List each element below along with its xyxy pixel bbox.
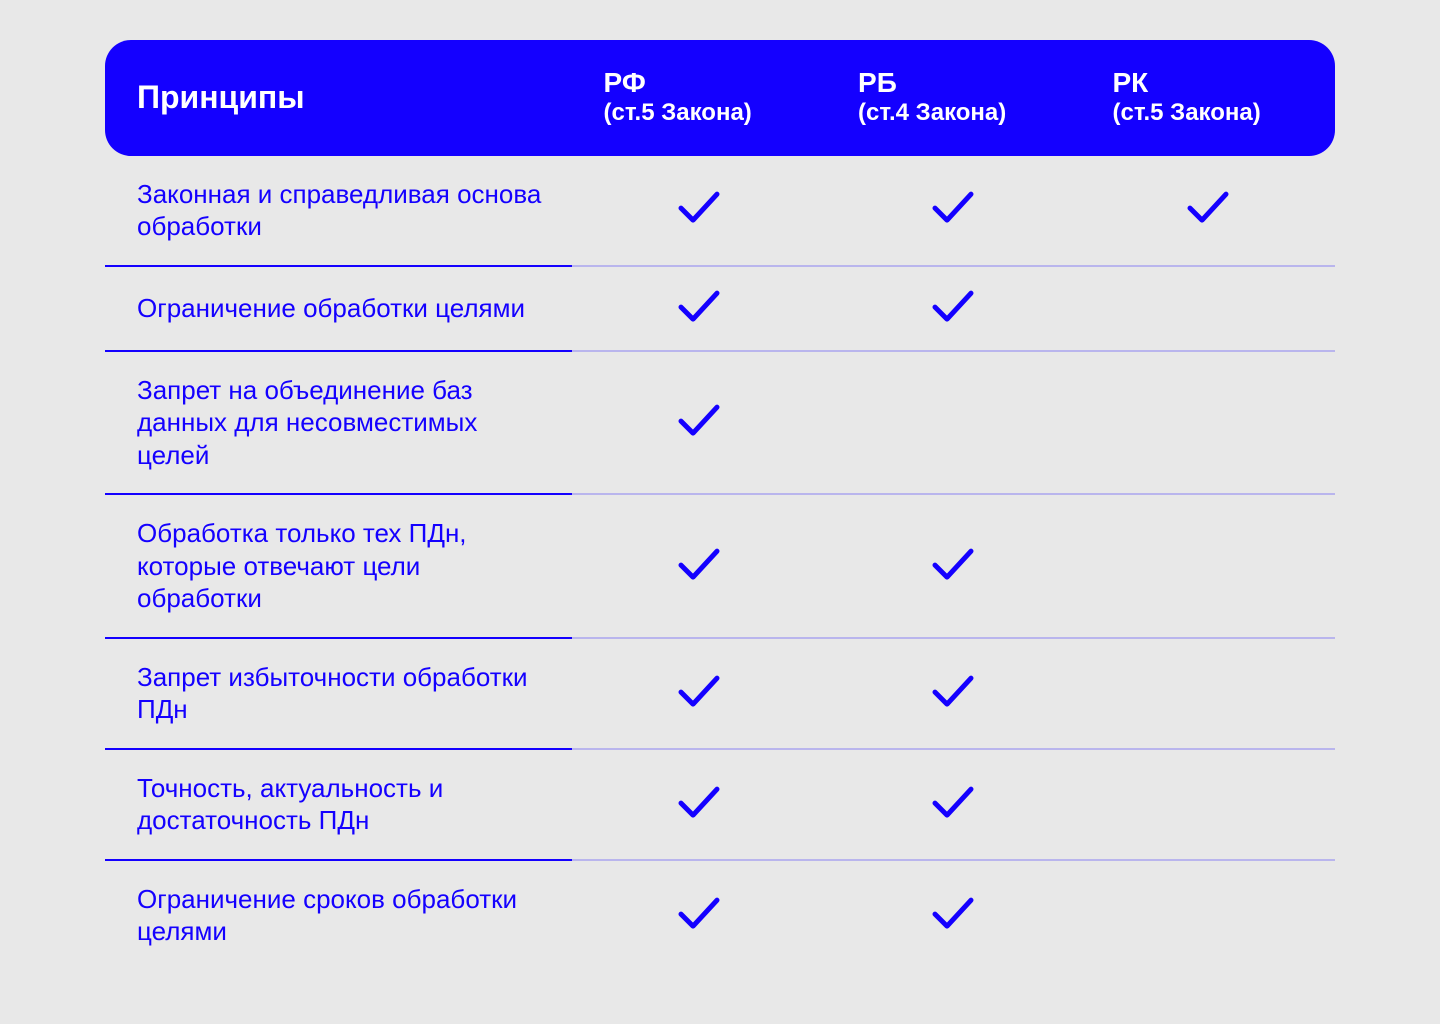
principle-label: Запрет избыточности обработки ПДн	[137, 661, 550, 726]
comparison-table: Принципы РФ (ст.5 Закона) РБ (ст.4 Закон…	[105, 40, 1335, 970]
comparison-table-container: Принципы РФ (ст.5 Закона) РБ (ст.4 Закон…	[105, 40, 1335, 970]
table-row: Точность, актуальность и достаточность П…	[105, 749, 1335, 860]
header-country-title: РФ	[604, 68, 804, 99]
check-cell	[572, 266, 826, 351]
header-country-sub: (ст.5 Закона)	[1112, 99, 1313, 128]
check-icon	[677, 896, 721, 930]
principle-cell: Запрет избыточности обработки ПДн	[105, 638, 572, 749]
check-cell	[826, 266, 1080, 351]
table-row: Ограничение сроков обработки целями	[105, 860, 1335, 970]
header-country-rf: РФ (ст.5 Закона)	[572, 40, 826, 156]
check-cell	[1080, 860, 1335, 970]
principle-label: Точность, актуальность и достаточность П…	[137, 772, 550, 837]
table-row: Законная и справедливая основа обработки	[105, 156, 1335, 266]
principle-label: Обработка только тех ПДн, которые отвеча…	[137, 517, 550, 615]
check-cell	[826, 638, 1080, 749]
check-cell	[826, 156, 1080, 266]
check-cell	[572, 156, 826, 266]
principle-label: Ограничение сроков обработки целями	[137, 883, 550, 948]
principle-cell: Ограничение обработки целями	[105, 266, 572, 351]
check-cell	[1080, 494, 1335, 638]
principle-label: Ограничение обработки целями	[137, 292, 550, 325]
principle-label: Законная и справедливая основа обработки	[137, 178, 550, 243]
check-icon	[931, 674, 975, 708]
principle-cell: Обработка только тех ПДн, которые отвеча…	[105, 494, 572, 638]
header-country-title: РК	[1112, 68, 1313, 99]
check-icon	[677, 190, 721, 224]
check-icon	[931, 896, 975, 930]
check-icon	[677, 674, 721, 708]
table-row: Обработка только тех ПДн, которые отвеча…	[105, 494, 1335, 638]
check-icon	[677, 785, 721, 819]
header-principles: Принципы	[105, 40, 572, 156]
check-cell	[572, 638, 826, 749]
check-cell	[826, 749, 1080, 860]
check-cell	[1080, 351, 1335, 495]
check-cell	[826, 351, 1080, 495]
table-row: Запрет избыточности обработки ПДн	[105, 638, 1335, 749]
header-country-sub: (ст.5 Закона)	[604, 99, 804, 128]
check-icon	[677, 289, 721, 323]
header-country-rk: РК (ст.5 Закона)	[1080, 40, 1335, 156]
header-principles-label: Принципы	[137, 79, 305, 115]
table-body: Законная и справедливая основа обработки…	[105, 156, 1335, 970]
check-icon	[931, 190, 975, 224]
check-icon	[931, 547, 975, 581]
principle-cell: Запрет на объединение баз данных для нес…	[105, 351, 572, 495]
principle-cell: Законная и справедливая основа обработки	[105, 156, 572, 266]
check-cell	[1080, 156, 1335, 266]
check-icon	[677, 403, 721, 437]
table-row: Ограничение обработки целями	[105, 266, 1335, 351]
check-cell	[572, 351, 826, 495]
check-cell	[572, 494, 826, 638]
header-country-title: РБ	[858, 68, 1058, 99]
header-country-sub: (ст.4 Закона)	[858, 99, 1058, 128]
table-header-row: Принципы РФ (ст.5 Закона) РБ (ст.4 Закон…	[105, 40, 1335, 156]
check-cell	[1080, 638, 1335, 749]
check-icon	[677, 547, 721, 581]
principle-cell: Ограничение сроков обработки целями	[105, 860, 572, 970]
check-cell	[826, 860, 1080, 970]
principle-label: Запрет на объединение баз данных для нес…	[137, 374, 550, 472]
check-cell	[1080, 749, 1335, 860]
table-row: Запрет на объединение баз данных для нес…	[105, 351, 1335, 495]
check-cell	[826, 494, 1080, 638]
principle-cell: Точность, актуальность и достаточность П…	[105, 749, 572, 860]
check-icon	[1186, 190, 1230, 224]
check-cell	[572, 749, 826, 860]
check-icon	[931, 785, 975, 819]
check-icon	[931, 289, 975, 323]
check-cell	[1080, 266, 1335, 351]
check-cell	[572, 860, 826, 970]
header-country-rb: РБ (ст.4 Закона)	[826, 40, 1080, 156]
